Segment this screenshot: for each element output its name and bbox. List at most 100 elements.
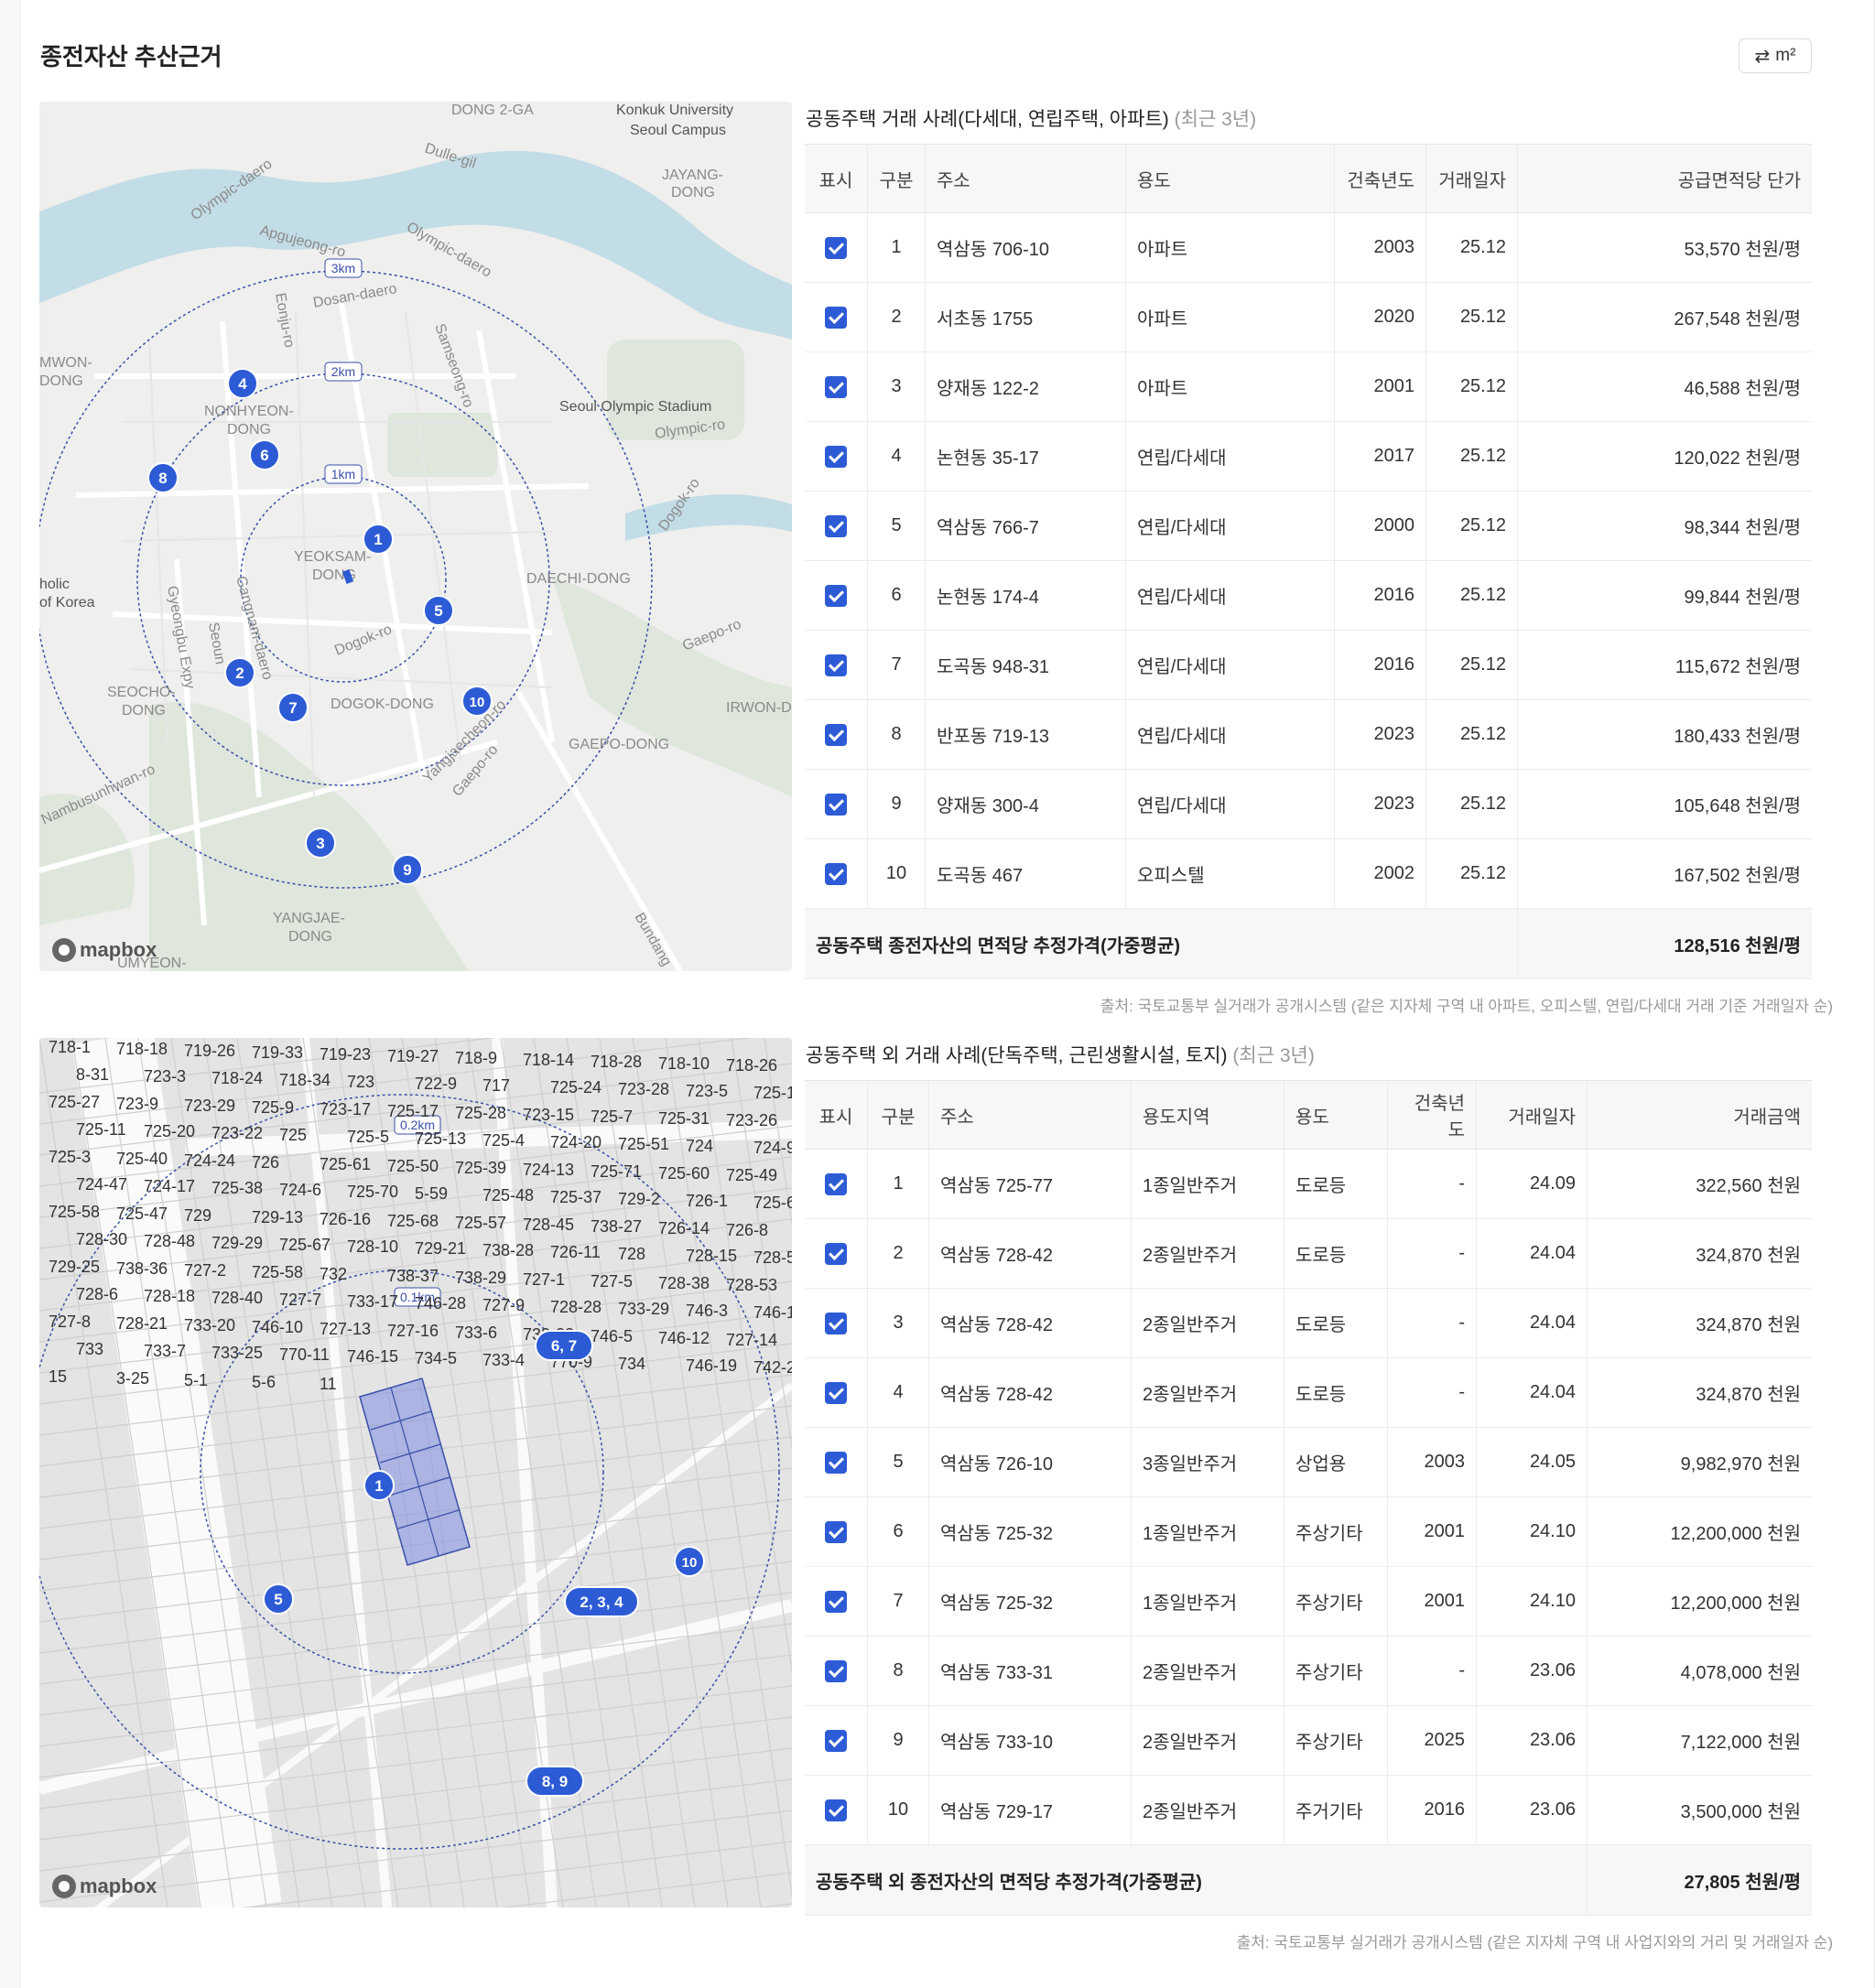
map-marker[interactable]: 10 [674, 1546, 705, 1577]
row-checkbox-cell[interactable] [805, 1775, 868, 1845]
cell-zone: 1종일반주거 [1131, 1149, 1284, 1219]
map-marker[interactable]: 2, 3, 4 [564, 1586, 639, 1617]
parcel-label: 733-29 [618, 1300, 669, 1318]
cell-price: 324,870 천원 [1587, 1288, 1812, 1358]
parcel-label: 725-13 [415, 1129, 466, 1148]
row-checkbox-cell[interactable] [805, 421, 868, 492]
checkbox-checked-icon[interactable] [825, 306, 847, 329]
row-checkbox-cell[interactable] [805, 630, 868, 700]
checkbox-checked-icon[interactable] [825, 1381, 847, 1404]
map2-canvas: 0.1km 0.2km 718-1 718-18 719-26 719-33 719-2… [39, 1038, 792, 1907]
checkbox-checked-icon[interactable] [825, 514, 847, 537]
row-checkbox-cell[interactable] [805, 282, 868, 352]
cell-zone: 2종일반주거 [1131, 1705, 1284, 1776]
map-marker[interactable]: 10 [461, 686, 493, 717]
svg-text:5: 5 [274, 1591, 282, 1608]
parcel-label: 725-71 [591, 1162, 642, 1181]
checkbox-checked-icon[interactable] [825, 1312, 847, 1334]
row-checkbox-cell[interactable] [805, 769, 868, 839]
row-checkbox-cell[interactable] [805, 1427, 868, 1497]
cell-use: 연립/다세대 [1125, 769, 1335, 839]
unit-toggle-button[interactable]: ⇄ m² [1739, 38, 1812, 73]
map-marker[interactable]: 9 [392, 854, 423, 885]
parcel-label: 725-70 [347, 1183, 398, 1201]
row-checkbox-cell[interactable] [805, 1636, 868, 1706]
row-checkbox-cell[interactable] [805, 212, 868, 283]
checkbox-checked-icon[interactable] [825, 445, 847, 468]
summary-row: 공동주택 외 종전자산의 면적당 추정가격(가중평균) 27,805 천원/평 [805, 1844, 1812, 1916]
unit-toggle-label: m² [1775, 46, 1796, 65]
checkbox-checked-icon[interactable] [825, 1729, 847, 1752]
row-checkbox-cell[interactable] [805, 1357, 868, 1428]
cell-year: 2023 [1334, 699, 1426, 770]
map-marker[interactable]: 3 [305, 827, 336, 859]
row-checkbox-cell[interactable] [805, 1288, 868, 1358]
summary-value: 128,516 천원/평 [1517, 908, 1812, 979]
cell-no: 6 [867, 1496, 929, 1567]
checkbox-checked-icon[interactable] [825, 723, 847, 746]
row-checkbox-cell[interactable] [805, 1566, 868, 1637]
parcel-label: 724-17 [144, 1177, 195, 1195]
checkbox-checked-icon[interactable] [825, 584, 847, 607]
cell-addr: 역삼동 706-10 [925, 212, 1126, 283]
row-checkbox-cell[interactable] [805, 1496, 868, 1567]
row-checkbox-cell[interactable] [805, 491, 868, 561]
cell-use: 연립/다세대 [1125, 630, 1335, 700]
row-checkbox-cell[interactable] [805, 560, 868, 631]
parcel-label: 733-25 [211, 1344, 263, 1362]
map-marker[interactable]: 5 [263, 1583, 294, 1615]
cell-addr: 양재동 122-2 [925, 351, 1126, 422]
row-checkbox-cell[interactable] [805, 838, 868, 909]
checkbox-checked-icon[interactable] [825, 1520, 847, 1543]
row-checkbox-cell[interactable] [805, 1218, 868, 1289]
row-checkbox-cell[interactable] [805, 1149, 868, 1219]
map-label: of Korea [39, 595, 95, 610]
row-checkbox-cell[interactable] [805, 1705, 868, 1776]
parcel-label: 734-5 [415, 1349, 457, 1367]
map1-canvas: 1km 2km 3km DONG 2-GA Konkuk University … [39, 102, 792, 971]
map-marker[interactable]: 8, 9 [526, 1766, 584, 1797]
row-checkbox-cell[interactable] [805, 351, 868, 422]
parcel-label: 725-5 [347, 1128, 389, 1146]
checkbox-checked-icon[interactable] [825, 236, 847, 259]
parcel-label: 725-3 [49, 1148, 91, 1166]
map-marker[interactable]: 8 [147, 462, 179, 493]
checkbox-checked-icon[interactable] [825, 375, 847, 398]
parcel-label: 725-60 [658, 1164, 710, 1183]
checkbox-checked-icon[interactable] [825, 1590, 847, 1613]
cell-date: 23.06 [1476, 1775, 1588, 1845]
table-row: 1 역삼동 706-10 아파트 2003 25.12 53,570 천원/평 [805, 212, 1812, 283]
cell-use: 오피스텔 [1125, 838, 1335, 909]
map-marker[interactable]: 1 [363, 1470, 395, 1501]
parcel-label: 718-14 [523, 1051, 574, 1069]
table1-title: 공동주택 거래 사례(다세대, 연립주택, 아파트) (최근 3년) [806, 104, 1256, 132]
col-header: 용도 [1284, 1080, 1388, 1150]
map-marker[interactable]: 5 [423, 595, 454, 626]
table-row: 5 역삼동 726-10 3종일반주거 상업용 2003 24.05 9,982,970 천… [805, 1427, 1812, 1497]
svg-text:2, 3, 4: 2, 3, 4 [580, 1594, 623, 1611]
map-label: YEOKSAM- [294, 549, 371, 565]
map-marker[interactable]: 1 [363, 524, 394, 555]
checkbox-checked-icon[interactable] [825, 862, 847, 885]
map-marker[interactable]: 6 [249, 439, 280, 470]
map-marker[interactable]: 7 [277, 692, 309, 723]
map-marker[interactable]: 2 [224, 657, 255, 688]
parcel-label: 5-6 [252, 1373, 276, 1391]
checkbox-checked-icon[interactable] [825, 1659, 847, 1682]
checkbox-checked-icon[interactable] [825, 1242, 847, 1265]
map-label: DAECHI-DONG [526, 571, 631, 587]
checkbox-checked-icon[interactable] [825, 793, 847, 816]
map-marker[interactable]: 4 [227, 368, 258, 399]
map-marker[interactable]: 6, 7 [535, 1330, 593, 1361]
table-row: 8 역삼동 733-31 2종일반주거 주상기타 -23.06 4,078,000 천원 [805, 1636, 1812, 1706]
checkbox-checked-icon[interactable] [825, 1451, 847, 1474]
map-non-apartment-cases[interactable]: 0.1km 0.2km 718-1 718-18 719-26 719-33 719-2… [39, 1038, 792, 1907]
table-row: 2 서초동 1755 아파트 2020 25.12 267,548 천원/평 [805, 282, 1812, 352]
checkbox-checked-icon[interactable] [825, 1172, 847, 1195]
parcel-label: 718-10 [658, 1054, 710, 1073]
row-checkbox-cell[interactable] [805, 699, 868, 770]
svg-text:5: 5 [434, 602, 442, 620]
map-apartment-cases[interactable]: 1km 2km 3km DONG 2-GA Konkuk University … [39, 102, 792, 971]
checkbox-checked-icon[interactable] [825, 1799, 847, 1821]
checkbox-checked-icon[interactable] [825, 654, 847, 676]
